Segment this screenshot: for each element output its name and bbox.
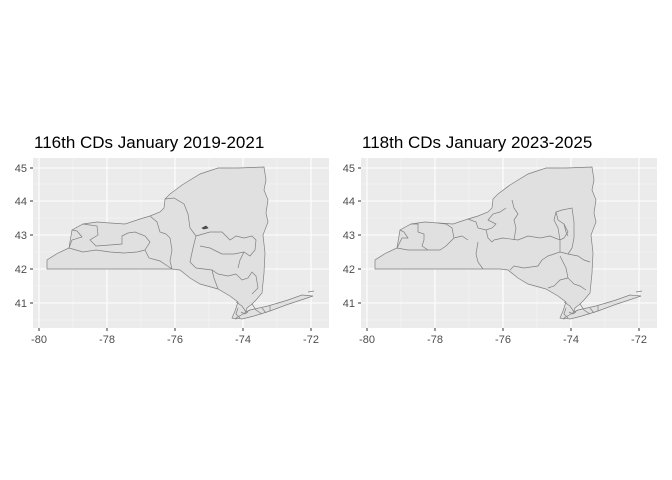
- y-tick-label: 45: [15, 163, 27, 175]
- x-tick-label: -78: [99, 334, 115, 346]
- x-tick-label: -80: [359, 334, 375, 346]
- y-tick-label: 41: [15, 298, 27, 310]
- y-tick-label: 44: [343, 196, 355, 208]
- x-tick-label: -74: [563, 334, 579, 346]
- x-tick-label: -74: [235, 334, 251, 346]
- panel-title: 118th CDs January 2023-2025: [362, 133, 593, 152]
- x-tick-label: -80: [31, 334, 47, 346]
- y-tick-label: 44: [15, 196, 27, 208]
- map-plot-116th: -80 -78 -76 -74 -72 45 44 43 42 41: [15, 158, 329, 346]
- x-tick-label: -76: [167, 334, 183, 346]
- island-tip: [635, 290, 643, 293]
- y-tick-label: 43: [343, 230, 355, 242]
- x-tick-label: -72: [631, 334, 647, 346]
- y-tick-label: 45: [343, 163, 355, 175]
- district-borders: [68, 197, 271, 319]
- map-panel-116th: 116th CDs January 2019-2021: [0, 128, 330, 348]
- long-island: [234, 294, 314, 320]
- map-plot-118th: -80 -78 -76 -74 -72 45 44 43 42 41: [343, 158, 657, 346]
- y-tick-label: 43: [15, 230, 27, 242]
- island-tip: [307, 290, 315, 293]
- district-borders: [396, 199, 599, 319]
- panel-title: 116th CDs January 2019-2021: [34, 133, 265, 152]
- small-district: [201, 225, 209, 230]
- state-outline: [46, 166, 269, 320]
- x-tick-label: -72: [303, 334, 319, 346]
- map-panel-118th: 118th CDs January 2023-2025: [328, 128, 658, 348]
- x-tick-label: -76: [495, 334, 511, 346]
- axis-ticks: [30, 167, 312, 331]
- long-island: [562, 294, 642, 320]
- x-tick-label: -78: [427, 334, 443, 346]
- y-tick-label: 41: [343, 298, 355, 310]
- axis-ticks: [358, 167, 640, 331]
- y-tick-label: 42: [15, 264, 27, 276]
- y-tick-label: 42: [343, 264, 355, 276]
